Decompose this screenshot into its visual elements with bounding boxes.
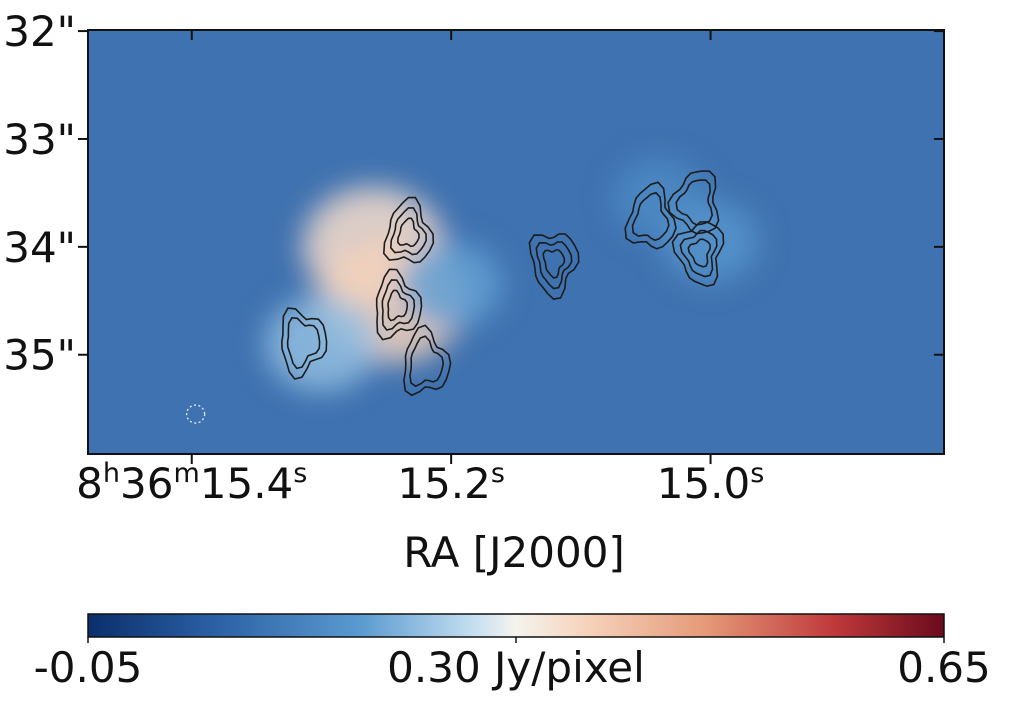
emission-peak — [661, 199, 760, 284]
y-axis-ticks: 32" 33" 34" 35" — [3, 7, 944, 380]
emission-peak — [265, 296, 378, 392]
colorbar: -0.05 0.30 Jy/pixel 0.65 — [34, 613, 991, 692]
contour-ring — [396, 217, 420, 248]
beam-ellipse — [185, 404, 206, 424]
x-tick-label: 15.0s — [657, 458, 765, 508]
x-tick-label: 15.2s — [397, 458, 505, 508]
contour-ring — [403, 324, 452, 397]
contour-ring — [675, 179, 714, 226]
image-panel — [87, 29, 945, 455]
contour-ring — [280, 307, 328, 380]
emission-layer — [265, 158, 760, 392]
x-axis-ticks: 8h36m15.4s 15.2s 15.0s — [76, 30, 764, 508]
contour-ring — [624, 181, 677, 250]
contour-ring — [375, 268, 423, 341]
contour-ring — [382, 196, 435, 264]
contour-ring — [286, 316, 321, 370]
emission-peak — [399, 240, 503, 329]
contour-ring — [667, 170, 720, 235]
contour-ring — [679, 229, 718, 278]
y-tick-label: 32" — [3, 7, 76, 56]
contour-ring — [542, 249, 566, 279]
colorbar-mid-label: 0.30 Jy/pixel — [387, 643, 645, 692]
colorbar-min-label: -0.05 — [34, 643, 143, 692]
x-axis-label: RA [J2000] — [403, 528, 625, 577]
contour-ring — [687, 238, 712, 268]
contour-ring — [387, 289, 409, 322]
contour-ring — [631, 191, 670, 242]
colorbar-max-label: 0.65 — [897, 643, 991, 692]
y-tick-label: 33" — [3, 115, 76, 164]
contour-ring — [381, 279, 416, 331]
contour-ring — [535, 241, 573, 290]
plot-frame — [87, 29, 945, 455]
contour-ring — [409, 335, 445, 388]
contour-ring — [528, 233, 580, 300]
plot-background — [88, 30, 944, 454]
y-tick-label: 35" — [3, 331, 76, 380]
contour-ring — [389, 207, 428, 256]
y-tick-label: 34" — [3, 223, 76, 272]
contour-layer — [280, 170, 725, 397]
contour-ring — [671, 220, 725, 288]
x-tick-label: 8h36m15.4s — [76, 458, 307, 508]
colorbar-gradient — [87, 613, 945, 638]
